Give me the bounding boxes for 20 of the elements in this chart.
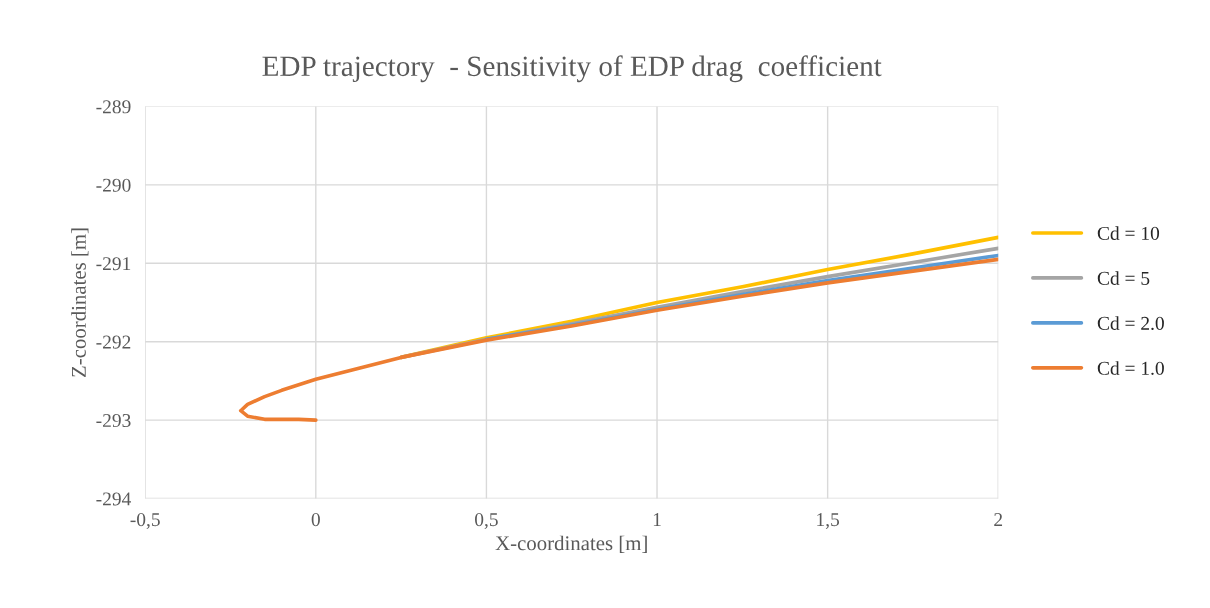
x-tick-label: 1,5 — [817, 513, 840, 529]
x-tick-label: 0 — [311, 513, 320, 527]
line-series — [238, 257, 999, 422]
legend-label: Cd = 2.0 — [1097, 316, 1164, 330]
y-axis-title: Z-coordinates [m] — [71, 228, 89, 377]
y-tick-label: -290 — [96, 178, 131, 192]
x-tick-label: -0,5 — [130, 513, 160, 529]
x-tick-label: 0,5 — [475, 513, 498, 529]
y-tick-label: -293 — [96, 414, 131, 428]
y-tick-label: -289 — [96, 100, 131, 114]
y-tick-label: -291 — [96, 257, 131, 271]
x-tick-label: 1 — [653, 513, 661, 526]
legend-label: Cd = 10 — [1097, 226, 1160, 240]
y-tick-label: -292 — [96, 335, 131, 349]
x-axis-title: X-coordinates [m] — [495, 535, 647, 553]
x-tick-label: 2 — [994, 513, 1003, 526]
legend-label: Cd = 5 — [1097, 271, 1150, 285]
legend-label: Cd = 1.0 — [1097, 361, 1164, 375]
chart-title: EDP trajectory - Sensitivity of EDP drag coefficient — [262, 55, 882, 83]
y-tick-label: -294 — [96, 492, 132, 506]
